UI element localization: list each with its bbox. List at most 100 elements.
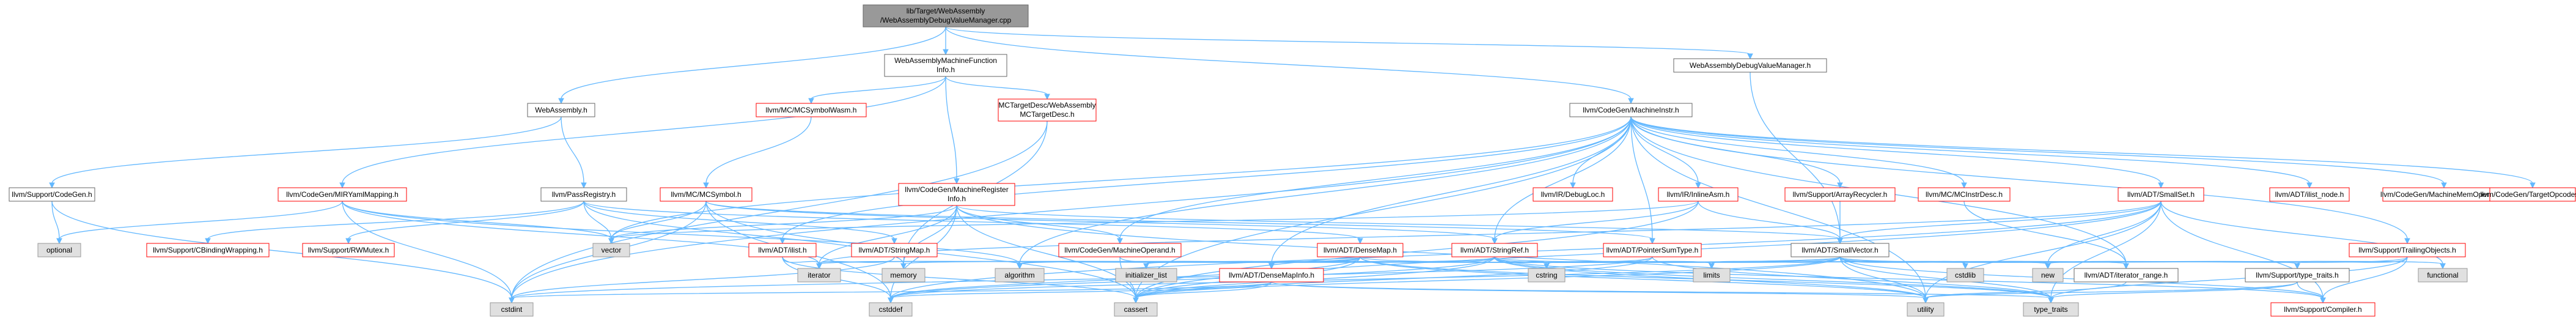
node-tgtopc[interactable]: llvm/CodeGen/TargetOpcodes.h [2481, 188, 2576, 201]
edge-densemapinfo-to-cstddef [891, 282, 1271, 298]
node-trailobj[interactable]: llvm/Support/TrailingObjects.h [2349, 243, 2465, 257]
edge-smallvector-to-functional [1840, 257, 2443, 264]
node-label: llvm/CodeGen/MachineOperand.h [1064, 246, 1175, 254]
edge-mcsymwasm-to-mcsym [706, 117, 811, 183]
node-inlineasm[interactable]: llvm/IR/InlineAsm.h [1658, 188, 1738, 201]
arrowhead-wah-to-codegenh [50, 183, 54, 188]
arrowhead-mi-to-mmo [2442, 183, 2446, 188]
arrowhead-wamfi-to-mctd [1045, 94, 1050, 99]
node-label: llvm/Support/TrailingObjects.h [2358, 246, 2456, 254]
node-label: llvm/MC/MCInstrDesc.h [1926, 190, 2003, 199]
node-label: llvm/Support/Compiler.h [2284, 305, 2361, 314]
node-label: llvm/ADT/StringMap.h [859, 246, 930, 254]
arrowhead-smallvector-to-cstdlib [1963, 264, 1968, 268]
node-iterrange[interactable]: llvm/ADT/iterator_range.h [2074, 268, 2178, 282]
node-label: WebAssemblyMachineFunction [894, 56, 997, 65]
node-mcsymwasm[interactable]: llvm/MC/MCSymbolWasm.h [756, 103, 866, 117]
node-stringmap[interactable]: llvm/ADT/StringMap.h [852, 243, 937, 257]
edge-densemap-to-algorithm [1020, 257, 1360, 264]
arrowhead-typetraitsh-to-type_traits [2048, 298, 2053, 303]
arrowhead-root-to-wamfi [943, 50, 948, 54]
node-label: llvm/MC/MCSymbolWasm.h [766, 106, 857, 114]
node-label: llvm/MC/MCSymbol.h [671, 190, 741, 199]
arrowhead-wamfi-to-mirym [340, 183, 345, 188]
arrowhead-mi-to-smallset [2158, 183, 2163, 188]
node-root[interactable]: lib/Target/WebAssembly/WebAssemblyDebugV… [863, 5, 1028, 27]
node-label: WebAssembly.h [535, 106, 587, 114]
node-passreg[interactable]: llvm/PassRegistry.h [541, 188, 627, 201]
edge-mirym-to-iterator [342, 201, 819, 264]
node-vector: vector [593, 243, 630, 257]
arrowhead-pst-to-densemapinfo [1269, 264, 1274, 268]
node-mi[interactable]: llvm/CodeGen/MachineInstr.h [1570, 103, 1692, 117]
node-label: llvm/PassRegistry.h [552, 190, 616, 199]
node-label: llvm/CodeGen/MachineRegister [905, 185, 1008, 194]
arrowhead-mi-to-mcinstrdesc [1962, 183, 1967, 188]
node-label: llvm/CodeGen/MIRYamlMapping.h [286, 190, 399, 199]
arrowhead-root-to-wah [559, 98, 564, 103]
node-label: lib/Target/WebAssembly [907, 7, 985, 15]
edge-pst-to-cassert [1136, 257, 1652, 298]
node-label: MCTargetDesc.h [1020, 110, 1074, 119]
node-mcinstrdesc[interactable]: llvm/MC/MCInstrDesc.h [1918, 188, 2010, 201]
node-wadvm[interactable]: WebAssemblyDebugValueManager.h [1674, 59, 1827, 72]
node-label: initializer_list [1125, 271, 1168, 279]
node-ilistnode[interactable]: llvm/ADT/ilist_node.h [2270, 188, 2349, 201]
node-densemap[interactable]: llvm/ADT/DenseMap.h [1317, 243, 1403, 257]
node-functional: functional [2418, 268, 2467, 282]
node-densemapinfo[interactable]: llvm/ADT/DenseMapInfo.h [1220, 268, 1323, 282]
node-wah[interactable]: WebAssembly.h [528, 103, 595, 117]
node-rwmutex[interactable]: llvm/Support/RWMutex.h [303, 243, 394, 257]
node-compiler[interactable]: llvm/Support/Compiler.h [2271, 303, 2375, 316]
node-label: iterator [808, 271, 830, 279]
node-smallvector[interactable]: llvm/ADT/SmallVector.h [1791, 243, 1889, 257]
node-debugloc[interactable]: llvm/IR/DebugLoc.h [1533, 188, 1613, 201]
node-iterator: iterator [798, 268, 841, 282]
node-smallset[interactable]: llvm/ADT/SmallSet.h [2118, 188, 2204, 201]
edge-mo-to-densemapinfo [1120, 257, 1271, 264]
arrowhead-root-to-mi [1628, 98, 1633, 103]
node-label: llvm/ADT/DenseMapInfo.h [1229, 271, 1314, 279]
node-label: cstring [1536, 271, 1557, 279]
edge-wamfi-to-mctd [946, 76, 1047, 95]
node-label: vector [602, 246, 622, 254]
nodes-layer: lib/Target/WebAssembly/WebAssemblyDebugV… [9, 5, 2576, 316]
node-cstdint: cstdint [490, 303, 533, 316]
arrowhead-mcsymwasm-to-mcsym [704, 183, 708, 188]
arrowhead-smallvector-to-functional [2440, 264, 2445, 268]
node-label: llvm/ADT/iterator_range.h [2085, 271, 2168, 279]
node-pst[interactable]: llvm/ADT/PointerSumType.h [1603, 243, 1701, 257]
node-mo[interactable]: llvm/CodeGen/MachineOperand.h [1059, 243, 1181, 257]
arrowhead-passreg-to-densemap [1358, 238, 1363, 243]
node-label: llvm/Support/RWMutex.h [308, 246, 389, 254]
node-label: llvm/ADT/SmallVector.h [1801, 246, 1878, 254]
edge-root-to-mi [946, 27, 1631, 99]
node-type_traits: type_traits [2023, 303, 2078, 316]
node-arecycler[interactable]: llvm/Support/ArrayRecycler.h [1785, 188, 1895, 201]
node-typetraitsh[interactable]: llvm/Support/type_traits.h [2245, 268, 2349, 282]
arrowhead-smallset-to-smallvector [1838, 238, 1842, 243]
node-label: MCTargetDesc/WebAssembly [998, 101, 1095, 109]
node-label: llvm/CodeGen/MachineInstr.h [1583, 106, 1679, 114]
node-label: llvm/ADT/PointerSumType.h [1606, 246, 1699, 254]
arrowhead-mi-to-ilisth [780, 238, 785, 243]
node-mirym[interactable]: llvm/CodeGen/MIRYamlMapping.h [278, 188, 407, 201]
node-label: memory [890, 271, 916, 279]
arrowhead-passreg-to-cbind [205, 238, 210, 243]
edge-smallset-to-type_traits [2051, 201, 2161, 298]
node-mcsym[interactable]: llvm/MC/MCSymbol.h [660, 188, 752, 201]
arrowhead-mi-to-inlineasm [1696, 183, 1701, 188]
node-cbind[interactable]: llvm/Support/CBindingWrapping.h [147, 243, 269, 257]
node-ilisth[interactable]: llvm/ADT/ilist.h [749, 243, 816, 257]
node-label: algorithm [1004, 271, 1034, 279]
edge-smallvector-to-memory [903, 257, 1840, 264]
node-stringref[interactable]: llvm/ADT/StringRef.h [1452, 243, 1537, 257]
node-codegenh[interactable]: llvm/Support/CodeGen.h [9, 188, 95, 201]
node-limits: limits [1693, 268, 1730, 282]
arrowhead-wamfi-to-mcsymwasm [809, 98, 814, 103]
node-label: type_traits [2034, 305, 2067, 314]
